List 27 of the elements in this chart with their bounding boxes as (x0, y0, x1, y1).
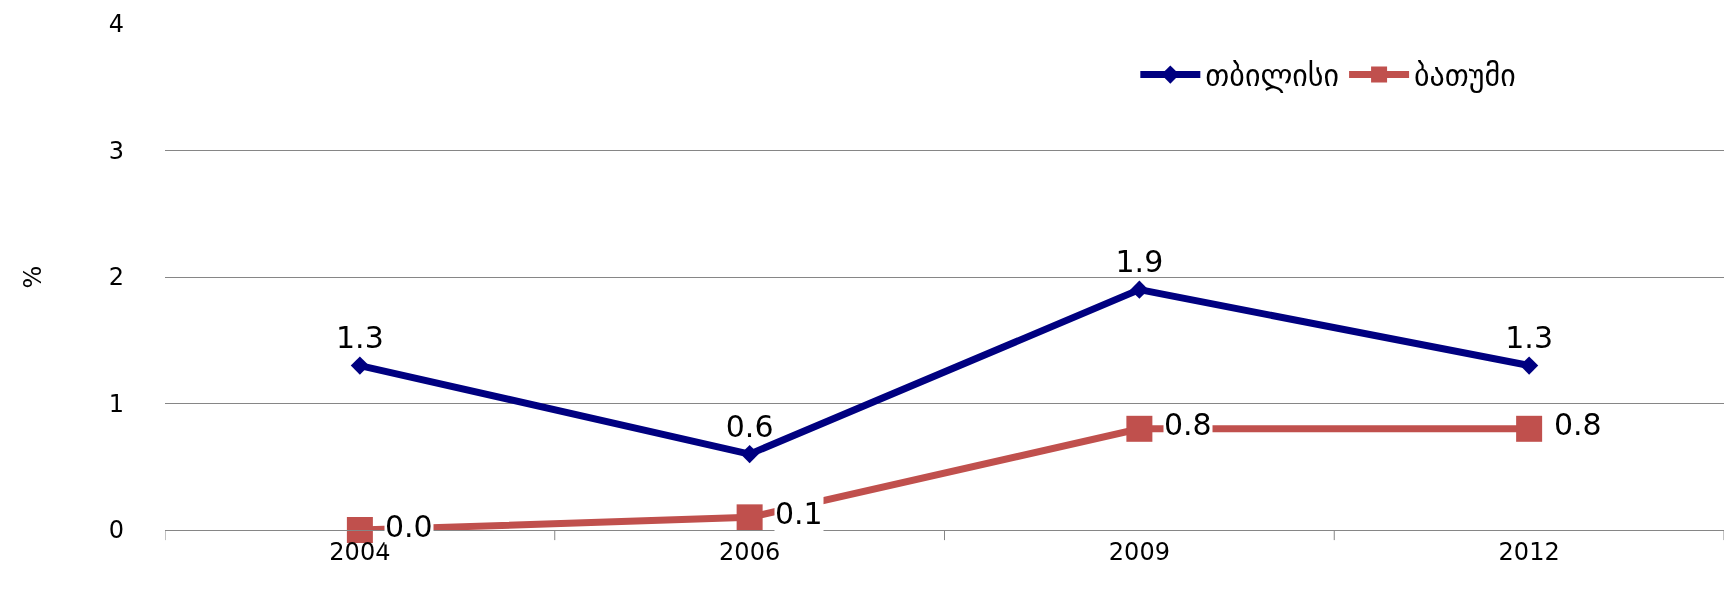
data-label: 0.1 (775, 496, 823, 531)
legend-label: ბათუმი (1414, 58, 1516, 94)
x-tick-label: 2006 (719, 537, 781, 566)
data-label: 0.6 (725, 408, 774, 444)
data-label: 0.0 (385, 509, 433, 544)
y-tick-label: 2 (108, 263, 124, 292)
data-label: 0.8 (1554, 407, 1602, 442)
legend-label: თბილისი (1205, 58, 1340, 94)
point (350, 356, 369, 375)
y-tick-label: 4 (108, 10, 124, 39)
point (1520, 356, 1539, 375)
point (736, 504, 763, 531)
x-tick-label: 2012 (1498, 537, 1560, 566)
y-tick-label: 1 (108, 389, 124, 418)
point (1130, 280, 1149, 299)
x-tick-label: 2009 (1108, 537, 1170, 566)
data-label: 1.3 (1505, 320, 1553, 356)
data-label: 1.9 (1115, 244, 1164, 280)
point (740, 445, 759, 464)
point (346, 517, 373, 543)
data-label: 1.3 (336, 320, 384, 356)
data-label: 0.8 (1164, 407, 1212, 442)
point (1516, 415, 1543, 442)
point (1126, 415, 1153, 442)
y-axis-title: % (18, 265, 47, 289)
y-tick-label: 0 (108, 516, 124, 545)
y-tick-label: 3 (108, 136, 124, 165)
